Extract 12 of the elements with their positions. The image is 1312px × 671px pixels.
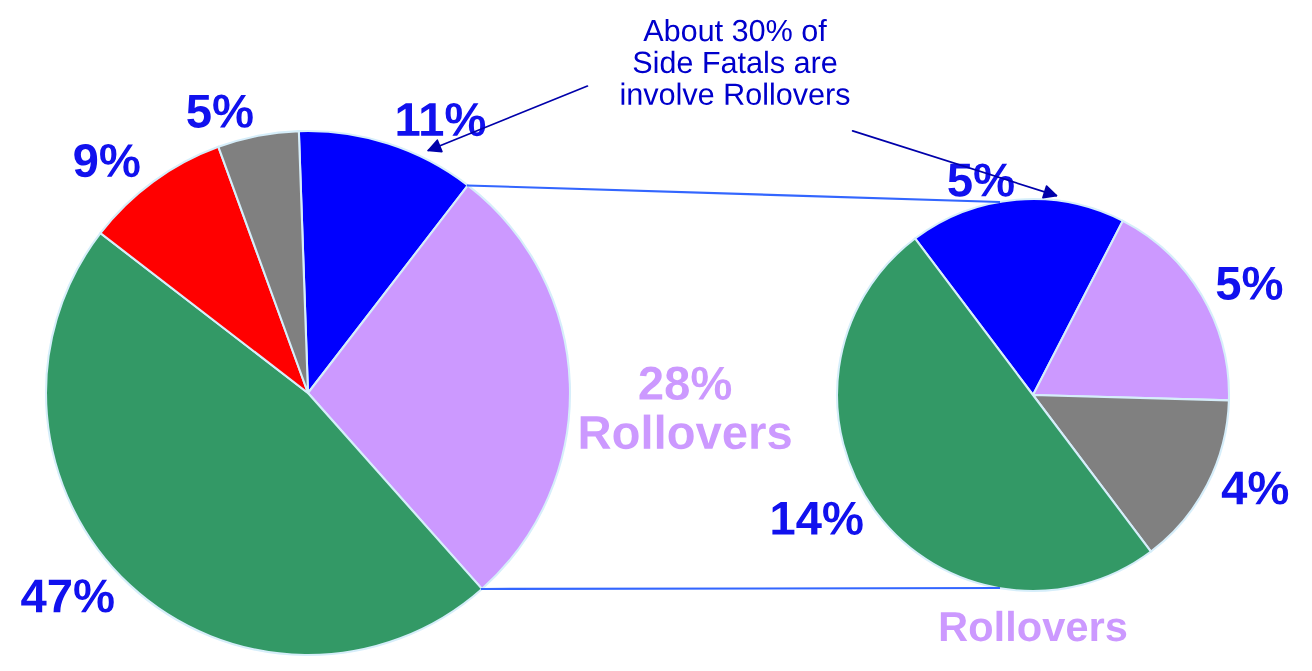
text: Rollovers: [940, 610, 1127, 642]
data-label: 5%: [187, 94, 253, 128]
data-label: 47%: [21, 579, 114, 613]
slice-label: Rollovers: [580, 414, 791, 450]
data-label: 5%: [948, 163, 1014, 197]
data-label: 9%: [74, 143, 140, 178]
text: About 30% of Side Fatals are involve Rollovers: [621, 18, 850, 106]
data-label: 11%: [397, 102, 486, 137]
data-label: 4%: [1221, 471, 1289, 505]
data-label: 14%: [772, 501, 863, 535]
data-label: 5%: [1216, 266, 1283, 301]
data-label: 28%: [639, 366, 732, 400]
